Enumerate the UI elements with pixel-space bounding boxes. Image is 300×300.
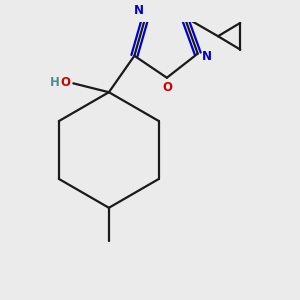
Text: O: O <box>162 81 172 94</box>
Text: N: N <box>134 4 144 17</box>
Text: O: O <box>61 76 70 89</box>
Text: N: N <box>202 50 212 63</box>
Text: H: H <box>50 76 59 89</box>
